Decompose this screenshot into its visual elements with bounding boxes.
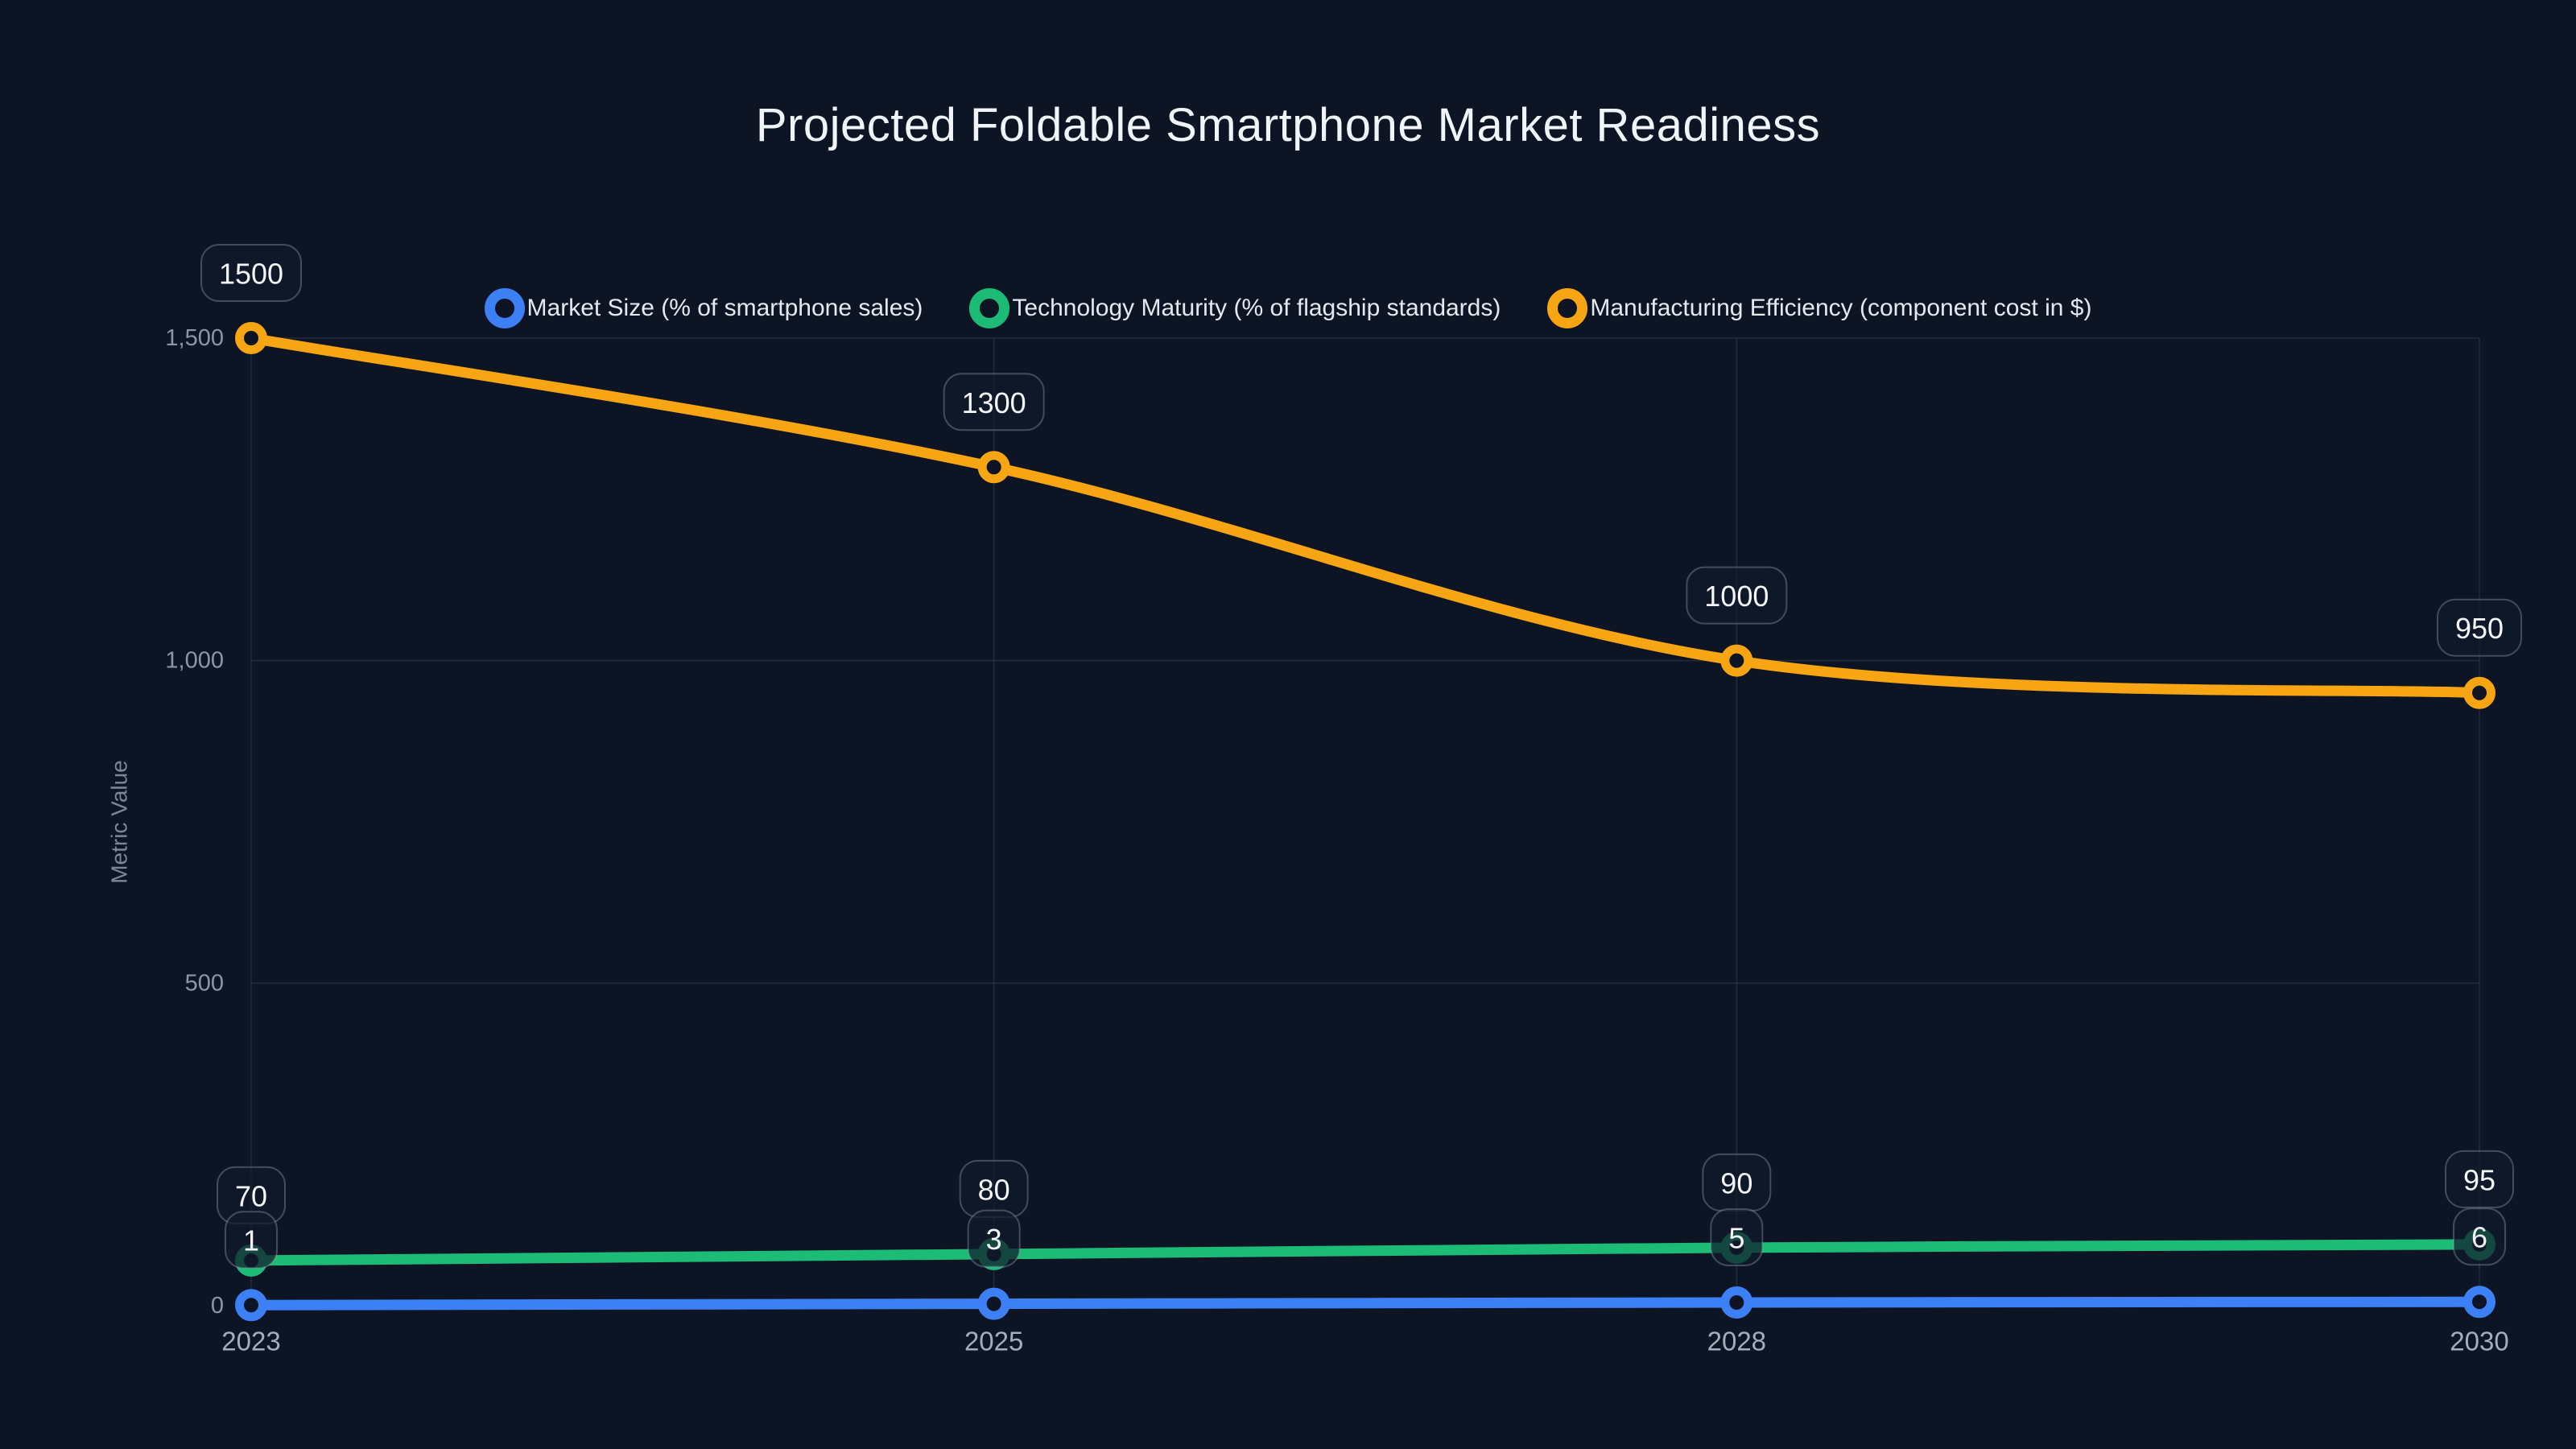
x-axis-tick-label: 2028 (1707, 1327, 1766, 1356)
x-axis-tick-label: 2030 (2450, 1327, 2508, 1356)
data-labels-market-size: 1 3 5 6 (225, 1208, 2506, 1269)
data-point-market-size-2028[interactable] (1720, 1286, 1753, 1319)
x-axis-tick-label: 2023 (221, 1327, 280, 1356)
chart-title: Projected Foldable Smartphone Market Rea… (755, 99, 1821, 151)
data-label-box-market-size-2030 (2453, 1208, 2506, 1266)
data-point-manufacturing-efficiency-2030[interactable] (2463, 676, 2496, 709)
legend-marker-market-size-icon (484, 288, 525, 328)
data-label-manufacturing-efficiency-2023: 1500 (219, 258, 283, 291)
data-point-manufacturing-efficiency-2028[interactable] (1720, 644, 1753, 677)
y-axis-title: Metric Value (107, 760, 132, 884)
data-label-technology-maturity-2028: 90 (1720, 1166, 1752, 1199)
legend-label-market-size: Market Size (% of smartphone sales) (526, 295, 923, 321)
series-line-market-size (246, 1296, 2485, 1311)
data-label-technology-maturity-2025: 80 (978, 1173, 1010, 1206)
y-axis-tick-label: 0 (211, 1293, 224, 1319)
legend-label-manufacturing-efficiency: Manufacturing Efficiency (component cost… (1590, 295, 2092, 321)
data-label-manufacturing-efficiency-2028: 1000 (1704, 580, 1769, 613)
axes: 0 500 1,000 1,500 2023 2025 2028 2030 Metric Val… (107, 325, 2509, 1356)
data-label-market-size-2030: 6 (2471, 1221, 2487, 1254)
legend-item-manufacturing-efficiency[interactable]: Manufacturing Efficiency (component cost… (1547, 288, 2091, 328)
x-axis-tick-label: 2025 (964, 1327, 1023, 1356)
data-label-box-market-size-2025 (967, 1209, 1021, 1268)
data-label-market-size-2028: 5 (1728, 1221, 1744, 1254)
data-label-market-size-2023: 1 (243, 1224, 259, 1257)
data-point-manufacturing-efficiency-2025[interactable] (977, 451, 1010, 484)
data-point-market-size-2025[interactable] (977, 1287, 1010, 1320)
data-label-technology-maturity-2023: 70 (235, 1179, 267, 1212)
data-point-manufacturing-efficiency-2023[interactable] (235, 322, 267, 354)
grid (250, 337, 2480, 1307)
y-axis-tick-label: 500 (185, 970, 224, 996)
data-label-box-manufacturing-efficiency-2028 (1686, 566, 1788, 625)
data-point-market-size-2023[interactable] (235, 1289, 267, 1322)
chart-legend: Market Size (% of smartphone sales) Tech… (0, 288, 2576, 328)
data-label-technology-maturity-2030: 95 (2463, 1163, 2496, 1196)
legend-marker-manufacturing-efficiency-icon (1547, 288, 1588, 328)
data-label-box-technology-maturity-2030 (2445, 1150, 2514, 1208)
data-label-box-market-size-2028 (1710, 1208, 1764, 1266)
data-labels-manufacturing-efficiency: 1500 1300 1000 950 (200, 244, 2522, 657)
legend-item-technology-maturity[interactable]: Technology Maturity (% of flagship stand… (969, 288, 1501, 328)
y-axis-tick-label: 1,500 (165, 325, 224, 351)
data-label-box-manufacturing-efficiency-2023 (200, 244, 302, 302)
legend-item-market-size[interactable]: Market Size (% of smartphone sales) (484, 288, 923, 328)
series-manufacturing-efficiency (235, 322, 2496, 709)
data-label-manufacturing-efficiency-2025: 1300 (962, 386, 1026, 419)
data-label-box-manufacturing-efficiency-2030 (2437, 598, 2522, 657)
series-market-size (235, 1286, 2496, 1322)
data-label-box-manufacturing-efficiency-2025 (943, 373, 1045, 431)
series-technology-maturity (235, 1228, 2496, 1277)
data-label-market-size-2025: 3 (986, 1223, 1002, 1256)
data-labels-technology-maturity: 70 80 90 95 (217, 1150, 2514, 1224)
series-line-manufacturing-efficiency (246, 332, 2485, 699)
series-line-technology-maturity (246, 1239, 2485, 1266)
legend-label-technology-maturity: Technology Maturity (% of flagship stand… (1012, 295, 1501, 321)
data-label-box-market-size-2023 (225, 1211, 278, 1269)
data-label-manufacturing-efficiency-2030: 950 (2455, 612, 2504, 645)
y-axis-tick-label: 1,000 (165, 648, 224, 674)
data-point-market-size-2030[interactable] (2463, 1286, 2496, 1319)
